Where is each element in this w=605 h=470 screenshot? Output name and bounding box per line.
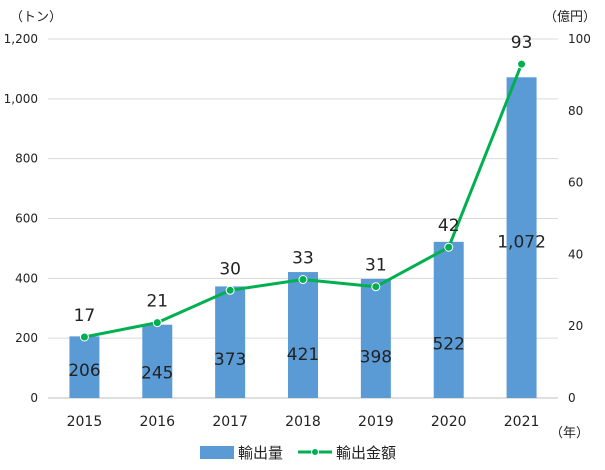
y-left-tick-label: 1,000 <box>4 92 38 106</box>
x-tick-label: 2020 <box>431 414 467 430</box>
x-tick-label: 2021 <box>504 414 540 430</box>
y-left-tick-label: 600 <box>15 212 38 226</box>
bars <box>69 77 537 398</box>
line-value-label: 33 <box>292 249 314 269</box>
y-right-tick-label: 60 <box>568 176 583 190</box>
line-point <box>517 59 527 69</box>
legend: 輸出量 輸出金額 <box>200 444 396 462</box>
bar-value-label: 522 <box>432 334 464 354</box>
y-left-tick-label: 1,200 <box>4 32 38 46</box>
line-point <box>152 318 162 328</box>
axes: （トン） （億円） （年） 0 200 400 600 800 1,000 1,200 0 20… <box>4 9 596 441</box>
data-labels: 206 245 373 421 398 522 1,072 17 21 30 33 31 42 93 <box>68 33 546 383</box>
y-left-tick-label: 0 <box>30 391 38 405</box>
bar-value-label: 421 <box>287 345 319 365</box>
y-right-tick-label: 0 <box>568 391 576 405</box>
x-tick-label: 2016 <box>139 414 175 430</box>
legend-line-marker <box>311 448 319 456</box>
line-value-label: 17 <box>74 306 96 326</box>
legend-bar-label: 輸出量 <box>238 444 283 462</box>
bar <box>506 77 537 398</box>
bar-value-label: 1,072 <box>497 232 546 252</box>
x-axis-unit: （年） <box>550 426 589 441</box>
line-point <box>444 242 454 252</box>
line-point <box>298 275 308 285</box>
bar <box>360 278 391 398</box>
bar <box>433 241 464 398</box>
y-left-tick-label: 200 <box>15 331 38 345</box>
bar <box>142 324 173 398</box>
bar-value-label: 398 <box>360 347 392 367</box>
line-point <box>79 332 89 342</box>
y-right-tick-label: 20 <box>568 319 583 333</box>
y-right-tick-label: 80 <box>568 104 583 118</box>
line-value-label: 42 <box>438 216 460 236</box>
y-left-tick-label: 800 <box>15 152 38 166</box>
line-value-label: 31 <box>365 256 387 276</box>
line-series <box>79 59 527 342</box>
bar <box>69 336 100 398</box>
line-point <box>225 285 235 295</box>
line-value-label: 21 <box>146 292 168 312</box>
right-axis-unit: （億円） <box>544 9 596 25</box>
bar-value-label: 373 <box>214 350 246 370</box>
bar <box>215 286 246 398</box>
x-tick-label: 2017 <box>212 414 248 430</box>
x-tick-label: 2018 <box>285 414 321 430</box>
legend-bar-swatch <box>200 446 234 459</box>
x-tick-label: 2015 <box>67 414 103 430</box>
bar-value-label: 206 <box>68 361 100 381</box>
y-right-tick-label: 100 <box>568 32 591 46</box>
line-value-label: 30 <box>219 259 241 279</box>
bar <box>288 272 318 398</box>
x-tick-label: 2019 <box>358 414 394 430</box>
line-point <box>371 282 381 292</box>
y-left-tick-label: 400 <box>15 271 38 285</box>
y-right-tick-label: 40 <box>568 247 583 261</box>
legend-line-label: 輸出金額 <box>336 444 396 462</box>
left-axis-unit: （トン） <box>10 10 62 25</box>
line-value-label: 93 <box>511 33 533 53</box>
bar-value-label: 245 <box>141 363 173 383</box>
